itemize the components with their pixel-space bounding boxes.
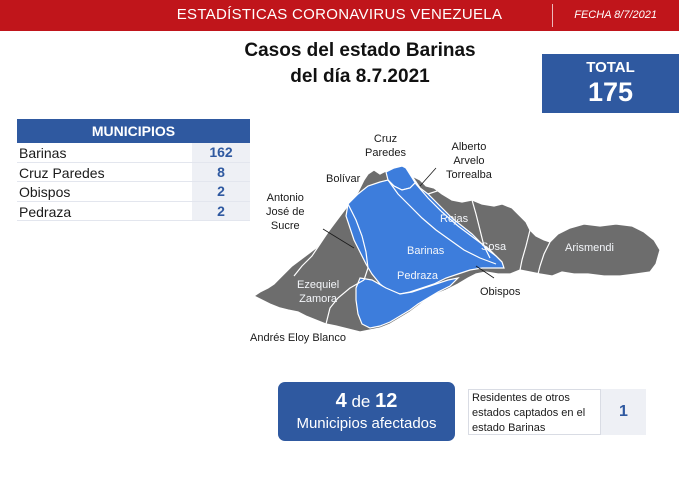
label-bolivar: Bolívar xyxy=(326,173,361,185)
header-date: FECHA 8/7/2021 xyxy=(574,9,657,21)
municipio-name: Pedraza xyxy=(19,203,72,220)
table-row: Cruz Paredes 8 xyxy=(17,162,250,182)
zone-pedraza xyxy=(355,277,460,329)
residents-box: Residentes de otros estados captados en … xyxy=(468,389,601,435)
affected-number: 4 xyxy=(335,390,347,412)
affected-of: de xyxy=(351,392,371,411)
page-title-line2: del día 8.7.2021 xyxy=(290,66,430,87)
municipio-value: 2 xyxy=(192,201,250,220)
municipio-value: 8 xyxy=(192,162,250,181)
header-divider xyxy=(552,4,553,27)
label-cruz-paredes: Cruz Paredes xyxy=(365,133,406,159)
table-row: Obispos 2 xyxy=(17,182,250,202)
map-leader-lines xyxy=(322,167,495,279)
municipio-value: 2 xyxy=(192,182,250,201)
total-label: TOTAL xyxy=(586,59,635,76)
map-borders xyxy=(293,167,551,325)
label-arismendi: Arismendi xyxy=(565,242,614,254)
affected-label: Municipios afectados xyxy=(296,415,437,432)
municipio-name: Obispos xyxy=(19,184,71,200)
label-pedraza: Pedraza xyxy=(397,270,438,282)
affected-count: 4 de 12 xyxy=(278,390,455,413)
label-ezequiel-zamora: Ezequiel Zamora xyxy=(297,279,340,305)
label-antonio-jose-de-sucre: Antonio José de Sucre xyxy=(266,192,305,232)
residents-label: Residentes de otros estados captados en … xyxy=(472,392,586,434)
barinas-map: Cruz Paredes Alberto Arvelo Torrealba Bolív… xyxy=(240,128,665,353)
page-title-line1: Casos del estado Barinas xyxy=(244,40,476,61)
residents-value: 1 xyxy=(601,389,646,435)
label-andres-eloy-blanco: Andrés Eloy Blanco xyxy=(250,332,346,344)
header-bar: ESTADÍSTICAS CORONAVIRUS VENEZUELA FECHA… xyxy=(0,0,679,31)
map-svg xyxy=(252,165,661,333)
total-box: TOTAL 175 xyxy=(542,54,679,113)
label-barinas: Barinas xyxy=(407,245,445,257)
municipios-table: MUNICIPIOS Barinas 162 Cruz Paredes 8 Ob… xyxy=(17,119,250,221)
label-sosa: Sosa xyxy=(481,241,507,253)
total-value: 175 xyxy=(587,77,634,107)
table-row: Pedraza 2 xyxy=(17,201,250,221)
affected-total: 12 xyxy=(375,390,398,412)
municipio-value: 162 xyxy=(192,143,250,162)
affected-box: 4 de 12 Municipios afectados xyxy=(278,382,455,441)
municipios-header: MUNICIPIOS xyxy=(17,119,250,143)
label-rojas: Rojas xyxy=(440,213,469,225)
header-title: ESTADÍSTICAS CORONAVIRUS VENEZUELA xyxy=(176,6,503,23)
municipio-name: Cruz Paredes xyxy=(19,164,105,181)
municipio-name: Barinas xyxy=(19,145,67,161)
label-alberto-arvelo-torrealba: Alberto Arvelo Torrealba xyxy=(446,141,492,181)
page-title: Casos del estado Barinas del día 8.7.202… xyxy=(200,38,520,90)
label-obispos: Obispos xyxy=(480,286,521,298)
table-row: Barinas 162 xyxy=(17,143,250,163)
